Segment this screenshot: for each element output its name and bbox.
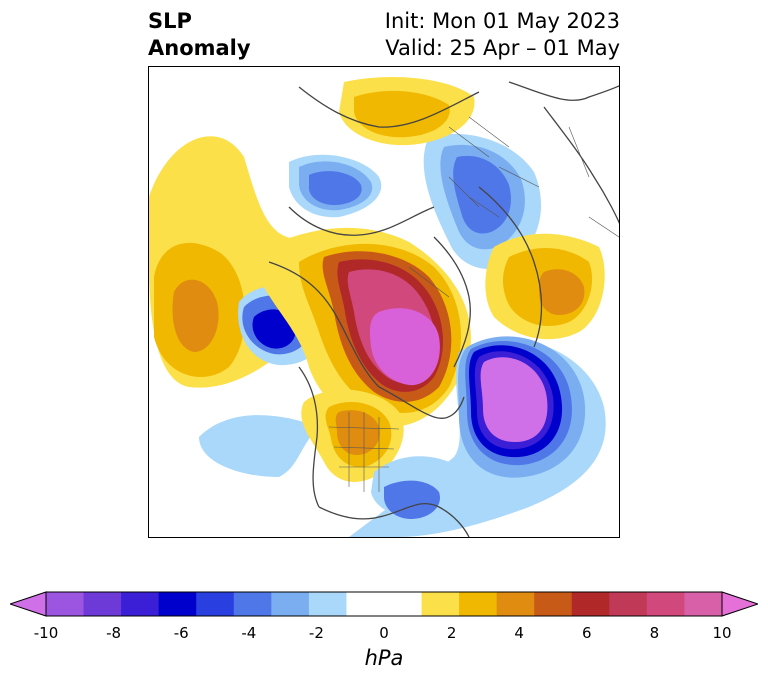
colorbar-extend-min bbox=[10, 591, 47, 617]
colorbar-tick-label: 10 bbox=[712, 624, 732, 642]
high-anomaly-arctic-core bbox=[369, 308, 440, 386]
country-borders bbox=[328, 116, 619, 492]
colorbar-tick-label: 0 bbox=[379, 624, 389, 642]
low-anomaly-pacific-core bbox=[252, 309, 296, 349]
high-anomaly-north bbox=[354, 90, 450, 138]
colorbar-tick-label: -2 bbox=[308, 624, 324, 642]
low-anomaly-east-us-core bbox=[384, 480, 440, 519]
colorbar-segment bbox=[496, 592, 535, 616]
colorbar-segment bbox=[346, 592, 385, 616]
colorbar-segment bbox=[459, 592, 498, 616]
colorbar-segment bbox=[534, 592, 573, 616]
colorbar-segment bbox=[609, 592, 648, 616]
colorbar bbox=[10, 591, 758, 617]
init-date-label: Init: Mon 01 May 2023 bbox=[384, 9, 620, 33]
colorbar-segment bbox=[83, 592, 122, 616]
valid-date-label: Valid: 25 Apr – 01 May bbox=[385, 36, 620, 60]
colorbar-tick-label: -10 bbox=[33, 624, 59, 642]
colorbar-segment bbox=[571, 592, 610, 616]
colorbar-segment bbox=[646, 592, 685, 616]
colorbar-segment bbox=[196, 592, 235, 616]
high-anomaly-west-core bbox=[172, 279, 219, 352]
colorbar-segment bbox=[233, 592, 272, 616]
colorbar-tick-label: 8 bbox=[649, 624, 660, 642]
colorbar-segment bbox=[271, 592, 310, 616]
low-anomaly-siberia-core bbox=[308, 171, 362, 206]
high-anomaly-north-america-strong bbox=[335, 410, 380, 455]
colorbar-tick-label: -6 bbox=[173, 624, 189, 642]
colorbar-tick-label: -8 bbox=[106, 624, 122, 642]
map-panel bbox=[148, 66, 620, 538]
anomaly-map bbox=[149, 77, 619, 537]
colorbar-tick-label: -4 bbox=[241, 624, 257, 642]
high-anomaly-east-core bbox=[539, 269, 585, 315]
colorbar-unit-label: hPa bbox=[364, 646, 404, 670]
colorbar-tick-label: 6 bbox=[582, 624, 592, 642]
colorbar-segment bbox=[308, 592, 347, 616]
colorbar-tick-label: 4 bbox=[514, 624, 524, 642]
colorbar-segment bbox=[421, 592, 460, 616]
colorbar-segment bbox=[158, 592, 197, 616]
title-line-2: Anomaly bbox=[148, 36, 251, 60]
title-line-1: SLP bbox=[148, 9, 192, 33]
colorbar-tick-label: 2 bbox=[446, 624, 457, 642]
colorbar-segment bbox=[46, 592, 85, 616]
low-anomaly-south-pale bbox=[199, 415, 319, 477]
colorbar-segment bbox=[684, 592, 723, 616]
colorbar-extend-max bbox=[721, 591, 758, 617]
low-anomaly-europe-core bbox=[453, 155, 511, 234]
coastlines bbox=[268, 81, 619, 537]
chart-title: SLP Anomaly bbox=[148, 8, 251, 62]
colorbar-segment bbox=[384, 592, 423, 616]
colorbar-segment bbox=[121, 592, 160, 616]
low-anomaly-atlantic-core bbox=[480, 357, 548, 443]
chart-subtitle: Init: Mon 01 May 2023 Valid: 25 Apr – 01… bbox=[385, 8, 620, 62]
